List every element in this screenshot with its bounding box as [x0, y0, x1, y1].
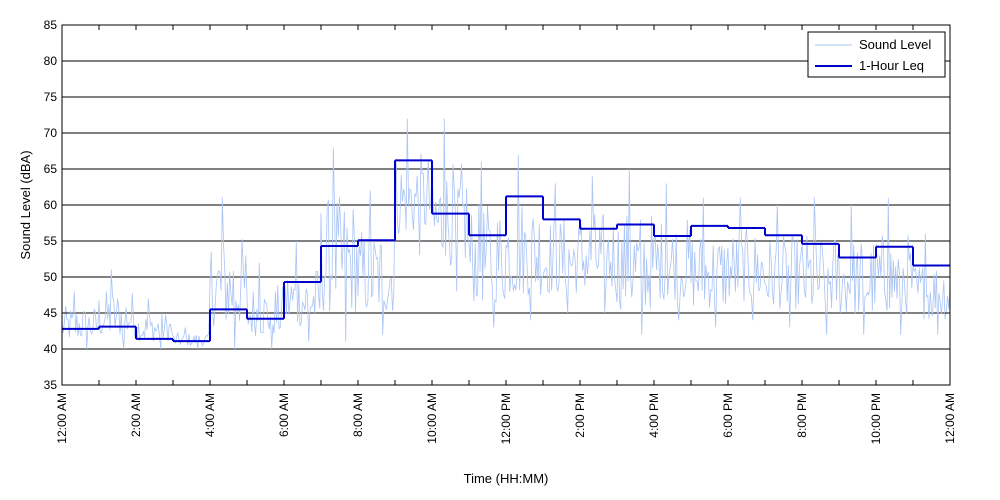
x-tick-label: 2:00 PM — [573, 393, 587, 438]
x-tick-label: 10:00 PM — [869, 393, 883, 444]
x-tick-label: 12:00 AM — [55, 393, 69, 444]
x-tick-label: 12:00 PM — [499, 393, 513, 444]
x-tick-label: 2:00 AM — [129, 393, 143, 437]
legend: Sound Level 1-Hour Leq — [807, 31, 946, 78]
leq-series — [62, 159, 950, 343]
tick-layer: 35 40 45 50 55 60 65 70 75 80 85 12:00 AM 2:00 AM 4:0… — [44, 18, 957, 444]
y-tick-label: 45 — [44, 306, 58, 320]
y-tick-label: 75 — [44, 90, 58, 104]
x-tick-label: 6:00 AM — [277, 393, 291, 437]
x-tick-label: 8:00 PM — [795, 393, 809, 438]
y-tick-label: 70 — [44, 126, 58, 140]
x-tick-label: 12:00 AM — [943, 393, 957, 444]
y-tick-label: 40 — [44, 342, 58, 356]
y-tick-label: 80 — [44, 54, 58, 68]
y-tick-label: 85 — [44, 18, 58, 32]
y-tick-label: 50 — [44, 270, 58, 284]
y-tick-label: 60 — [44, 198, 58, 212]
y-tick-label: 55 — [44, 234, 58, 248]
y-axis-title: Sound Level (dBA) — [18, 150, 33, 259]
x-tick-label: 4:00 PM — [647, 393, 661, 438]
legend-label-sound-level: Sound Level — [859, 37, 931, 52]
y-tick-label: 35 — [44, 378, 58, 392]
x-tick-label: 10:00 AM — [425, 393, 439, 444]
x-tick-label: 8:00 AM — [351, 393, 365, 437]
x-axis-title: Time (HH:MM) — [464, 471, 549, 486]
y-tick-label: 65 — [44, 162, 58, 176]
x-tick-label: 4:00 AM — [203, 393, 217, 437]
legend-box — [807, 31, 946, 78]
x-tick-label: 6:00 PM — [721, 393, 735, 438]
legend-label-leq: 1-Hour Leq — [859, 58, 924, 73]
